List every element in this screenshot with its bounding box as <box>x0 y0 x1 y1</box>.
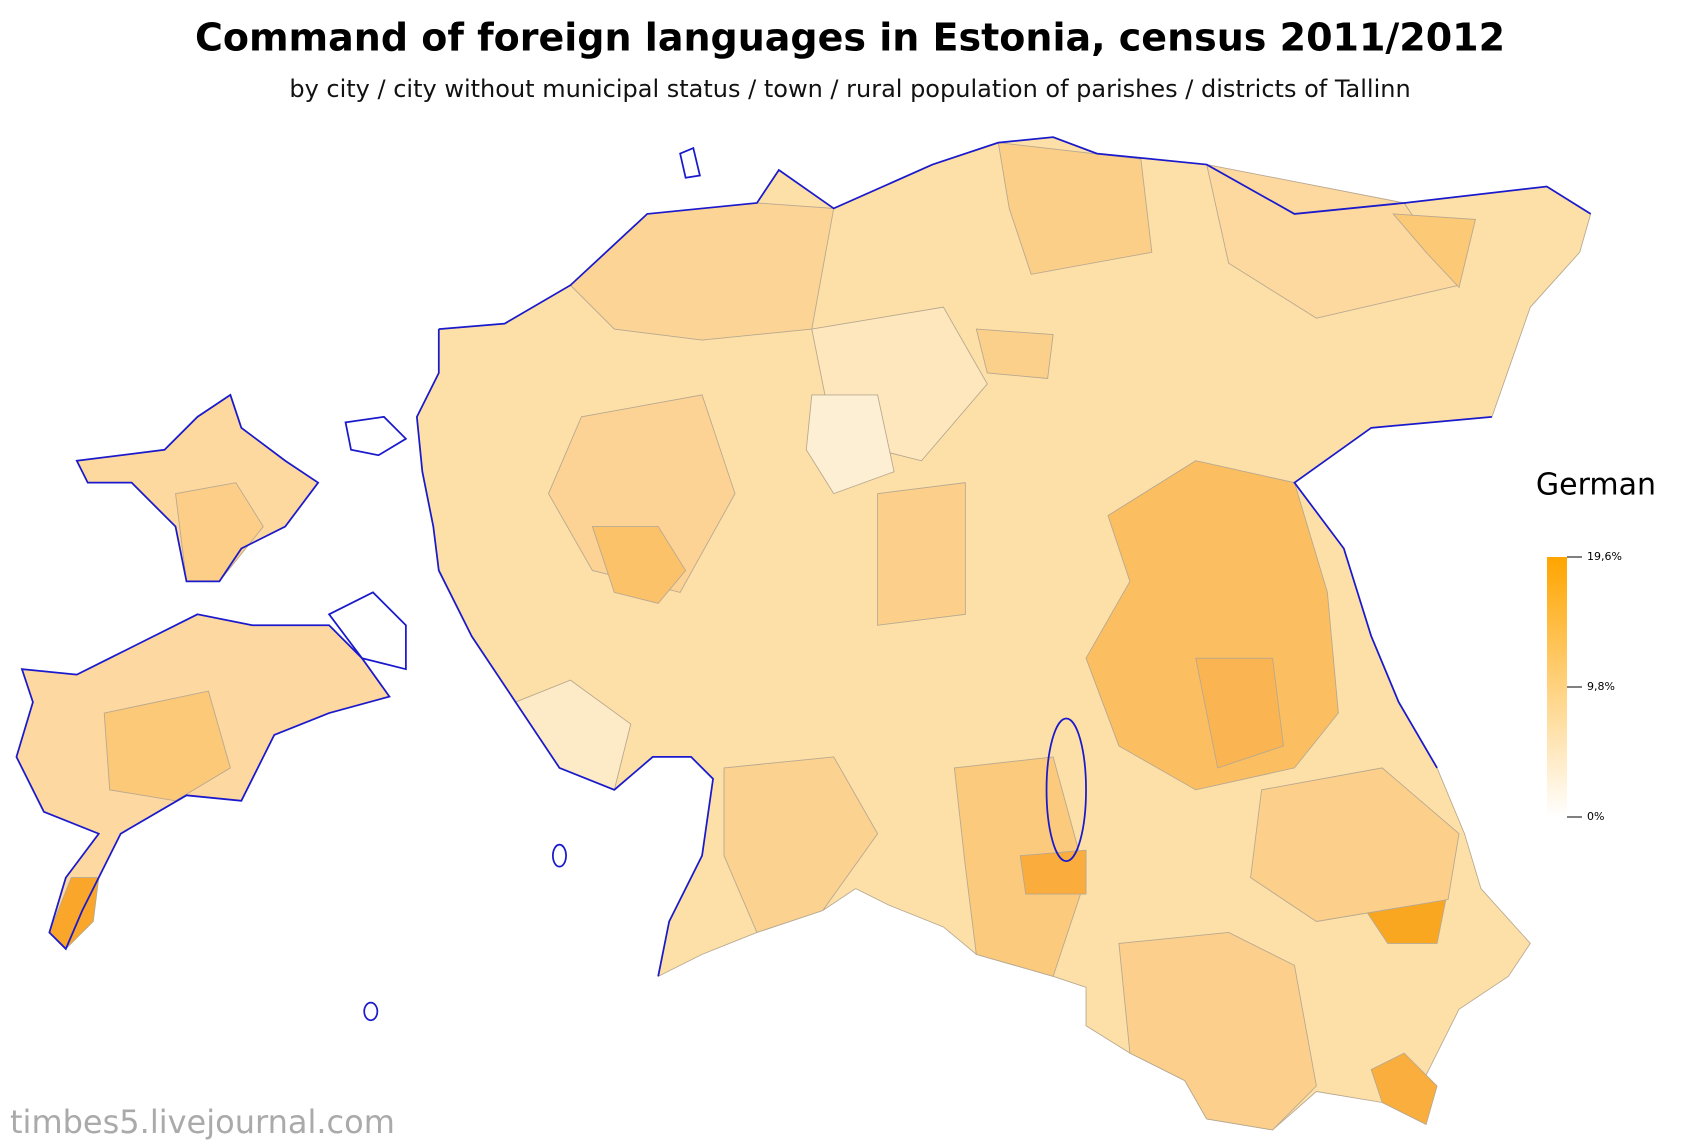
legend-bar <box>1547 557 1567 817</box>
island <box>327 591 407 671</box>
coastline <box>75 393 320 583</box>
parish <box>569 202 835 341</box>
parish <box>1019 849 1087 895</box>
parish <box>591 526 687 604</box>
map-title: Command of foreign languages in Estonia,… <box>195 16 1505 60</box>
coastline <box>1293 415 1492 769</box>
parish <box>1118 932 1317 1131</box>
island <box>363 1001 379 1022</box>
parish <box>1392 213 1477 289</box>
island <box>679 146 701 179</box>
parish <box>548 394 736 593</box>
map-subtitle: by city / city without municipal status … <box>289 75 1410 103</box>
lake <box>1045 717 1087 863</box>
parish <box>805 394 895 495</box>
legend-ticks: 19,6% 9,8% 0% <box>1567 550 1622 823</box>
legend-tick-label: 9,8% <box>1587 680 1615 693</box>
legend-title: German <box>1536 468 1656 503</box>
parish <box>723 756 879 933</box>
parish <box>975 328 1054 379</box>
legend-tick-label: 19,6% <box>1587 550 1622 563</box>
parish <box>877 482 966 626</box>
parish <box>1250 767 1460 922</box>
watermark: timbes5.livejournal.com <box>10 1103 395 1140</box>
coastline <box>438 136 1592 330</box>
parish <box>1195 657 1284 769</box>
island <box>552 843 567 868</box>
coastline <box>415 329 714 977</box>
parish <box>1370 1052 1438 1126</box>
parish <box>953 756 1087 977</box>
legend-tick-label: 0% <box>1587 810 1604 823</box>
parish <box>175 482 264 582</box>
island <box>344 415 408 457</box>
parish <box>103 690 231 802</box>
coastline <box>15 613 391 951</box>
map <box>15 136 1592 1131</box>
parish <box>48 877 100 950</box>
